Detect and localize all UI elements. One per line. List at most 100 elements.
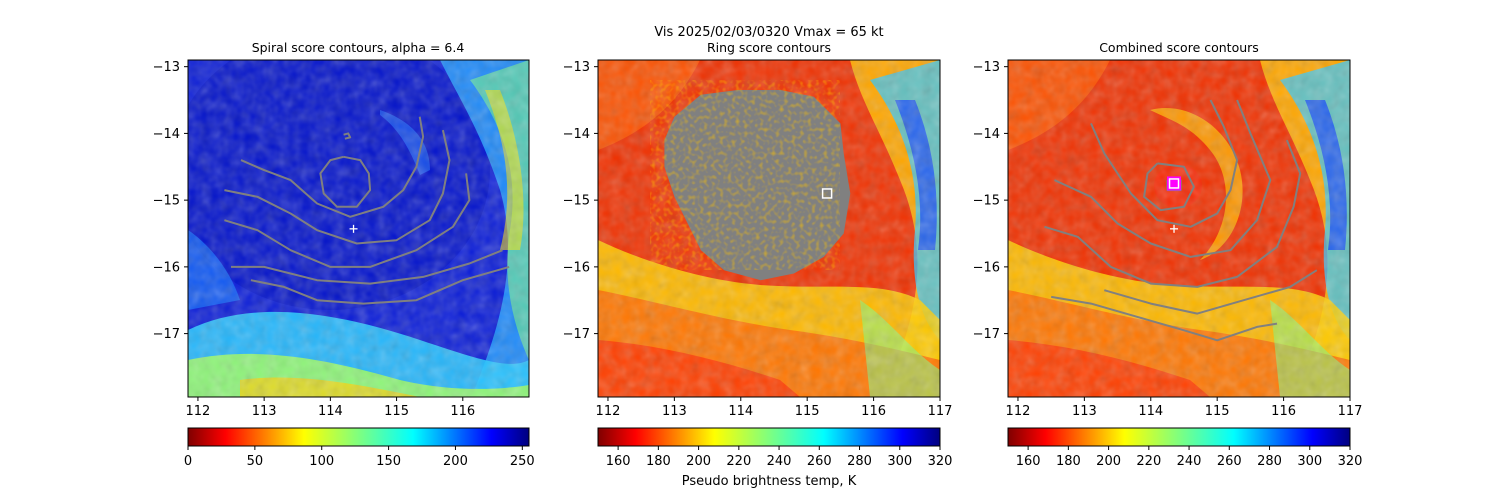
markers (349, 176, 1182, 233)
combined-colorbar-tick-label: 180 (1056, 454, 1081, 469)
combined-panel-title: Combined score contours (1099, 40, 1259, 55)
spiral-ytick-label: −13 (153, 60, 180, 75)
ring-panel: Ring score contours 112 113 114 115 116 117 −1… (563, 40, 953, 419)
combined-xtick-label: 116 (1271, 404, 1296, 419)
spiral-colorbar-tick-label: 250 (510, 454, 535, 469)
ring-ytick-label: −16 (563, 260, 590, 275)
ring-colorbar-ticks: 160 180 200 220 240 260 280 300 320 (606, 446, 953, 469)
combined-contour-line (1051, 295, 1278, 342)
spiral-colorbar-tick-label: 50 (247, 454, 264, 469)
spiral-colorbar-tick-label: 0 (184, 454, 192, 469)
combined-colorbar-tick-label: 300 (1297, 454, 1322, 469)
ring-colorbar-tick-label: 220 (726, 454, 751, 469)
ring-colorbar-tick-label: 200 (686, 454, 711, 469)
ring-xtick-label: 112 (596, 404, 621, 419)
spiral-ytick-label: −17 (153, 327, 180, 342)
spiral-axes-frame (187, 59, 530, 398)
ring-colorbar-gradient (597, 427, 941, 447)
combined-colorbar-ticks: 160 180 200 220 240 260 280 300 320 (1016, 446, 1363, 469)
spiral-xtick-label: 113 (252, 404, 277, 419)
spiral-colorbar-tick-label: 150 (376, 454, 401, 469)
spiral-image (188, 60, 529, 397)
combined-ytick-label: −13 (973, 60, 1000, 75)
figure-suptitle: Vis 2025/02/03/0320 Vmax = 65 kt (654, 25, 883, 40)
combined-xtick-label: 112 (1006, 404, 1031, 419)
ring-colorbar-tick-label: 180 (646, 454, 671, 469)
ring-xtick-label: 114 (728, 404, 753, 419)
colorbar-label: Pseudo brightness temp, K (682, 474, 857, 489)
combined-ytick-label: −16 (973, 260, 1000, 275)
combined-ticks: 112 113 114 115 116 117 −13 −14 −15 −16 −17 (973, 60, 1363, 419)
combined-center-marker (1170, 224, 1179, 233)
combined-xtick-label: 114 (1138, 404, 1163, 419)
combined-peak-marker (1167, 176, 1182, 191)
combined-colorbar-tick-label: 240 (1177, 454, 1202, 469)
ring-peak-marker (821, 188, 833, 199)
spiral-contour-line (231, 249, 503, 285)
spiral-colorbar-tick-label: 100 (309, 454, 334, 469)
combined-contour-line (1104, 269, 1318, 315)
ring-colorbar-tick-label: 320 (928, 454, 953, 469)
combined-panel: Combined score contours 112 113 114 115 116 1… (973, 40, 1363, 419)
ring-colorbar: 160 180 200 220 240 260 280 300 320 Pseudo brigh… (597, 427, 953, 489)
combined-image (1008, 60, 1350, 397)
ring-colorbar-tick-label: 280 (847, 454, 872, 469)
combined-contour-line (1044, 139, 1302, 288)
combined-contour-line (1143, 162, 1195, 212)
spiral-xtick-label: 116 (450, 404, 475, 419)
spiral-xtick-label: 112 (186, 404, 211, 419)
ring-xtick-label: 115 (795, 404, 820, 419)
combined-colorbar-tick-label: 160 (1016, 454, 1041, 469)
spiral-contour-line (319, 155, 372, 208)
spiral-center-marker (349, 224, 358, 233)
spiral-contour-line (224, 173, 471, 268)
ring-ytick-label: −15 (563, 194, 590, 209)
spiral-contour-line (224, 129, 451, 245)
spiral-xtick-label: 115 (384, 404, 409, 419)
ring-ytick-label: −17 (563, 327, 590, 342)
spiral-ticks: 112 113 114 115 116 −13 −14 −15 −16 −17 (153, 60, 476, 419)
spiral-colorbar-gradient (187, 427, 530, 447)
combined-contour-line (1090, 99, 1239, 228)
spiral-colorbar: 0 50 100 150 200 250 (184, 427, 535, 469)
spiral-colorbar-ticks: 0 50 100 150 200 250 (184, 446, 535, 469)
ring-axes-frame (597, 59, 941, 398)
combined-axes-frame (1007, 59, 1351, 398)
ring-xtick-label: 117 (928, 404, 953, 419)
combined-colorbar: 160 180 200 220 240 260 280 300 320 (1007, 427, 1363, 469)
ring-colorbar-tick-label: 160 (606, 454, 631, 469)
spiral-ytick-label: −16 (153, 260, 180, 275)
ring-colorbar-tick-label: 260 (807, 454, 832, 469)
combined-colorbar-gradient (1007, 427, 1351, 447)
spiral-contour-line (250, 265, 510, 305)
spiral-ytick-label: −14 (153, 127, 180, 142)
spiral-panel: Spiral score contours, alpha = 6.4 112 11… (153, 40, 530, 419)
ring-panel-title: Ring score contours (707, 40, 831, 55)
combined-colorbar-tick-label: 280 (1257, 454, 1282, 469)
spiral-ytick-label: −15 (153, 194, 180, 209)
combined-ytick-label: −14 (973, 127, 1000, 142)
combined-xtick-label: 115 (1205, 404, 1230, 419)
combined-xtick-label: 113 (1072, 404, 1097, 419)
combined-colorbar-tick-label: 220 (1136, 454, 1161, 469)
spiral-xtick-label: 114 (318, 404, 343, 419)
combined-colorbar-tick-label: 320 (1338, 454, 1363, 469)
ring-xtick-label: 116 (861, 404, 886, 419)
spiral-contours (224, 116, 510, 305)
combined-colorbar-tick-label: 260 (1217, 454, 1242, 469)
ring-ticks: 112 113 114 115 116 117 −13 −14 −15 −16 −17 (563, 60, 953, 419)
combined-colorbar-tick-label: 200 (1096, 454, 1121, 469)
combined-contour-line (1054, 99, 1272, 258)
spiral-panel-title: Spiral score contours, alpha = 6.4 (252, 40, 465, 55)
ring-xtick-label: 113 (662, 404, 687, 419)
combined-ytick-label: −15 (973, 194, 1000, 209)
ring-ytick-label: −13 (563, 60, 590, 75)
combined-xtick-label: 117 (1338, 404, 1363, 419)
ring-colorbar-tick-label: 300 (887, 454, 912, 469)
combined-ytick-label: −17 (973, 327, 1000, 342)
ring-colorbar-tick-label: 240 (767, 454, 792, 469)
ring-image (598, 60, 940, 397)
ring-ytick-label: −14 (563, 127, 590, 142)
spiral-contour-line (343, 132, 352, 140)
